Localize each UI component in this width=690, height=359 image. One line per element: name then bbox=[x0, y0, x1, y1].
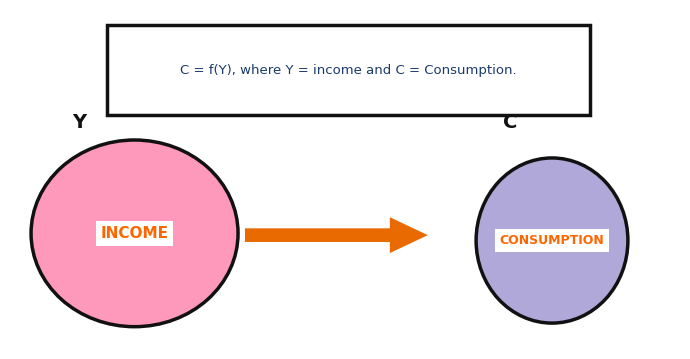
Text: C: C bbox=[504, 113, 518, 131]
FancyBboxPatch shape bbox=[107, 25, 590, 115]
Text: Y: Y bbox=[72, 113, 86, 131]
Ellipse shape bbox=[31, 140, 238, 327]
Text: CONSUMPTION: CONSUMPTION bbox=[500, 234, 604, 247]
Text: C = f(Y), where Y = income and C = Consumption.: C = f(Y), where Y = income and C = Consu… bbox=[180, 64, 517, 76]
Text: INCOME: INCOME bbox=[101, 226, 168, 241]
Ellipse shape bbox=[476, 158, 628, 323]
FancyArrow shape bbox=[245, 217, 428, 253]
